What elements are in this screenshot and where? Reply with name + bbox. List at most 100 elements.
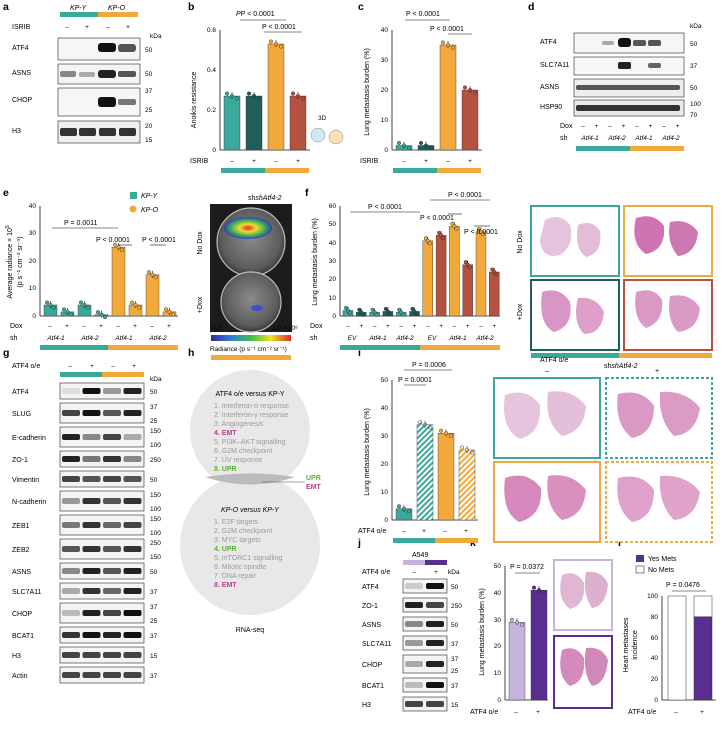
band [62,410,80,416]
panel-label-a: a [3,1,9,13]
dox-label: Dox [560,123,573,130]
marker: 100 [150,530,161,537]
sh-item: Atf4-2 [661,135,680,142]
y-axis-label: incidence [632,630,639,660]
p-value-text: P < 0.0001 [406,11,440,18]
p-value-text: P < 0.0001 [368,204,402,211]
data-point [361,312,366,317]
data-point [62,307,67,312]
kda-label: kDa [150,376,162,383]
group-bar-kpy [531,353,619,358]
band [82,434,101,440]
p-value: PP < 0.0001 [236,11,275,18]
bar [245,95,263,151]
band [405,661,423,667]
band [62,652,80,658]
legend-swatch-yes [636,555,644,562]
y-tick-label: 10 [381,117,389,124]
scale-max: 1.0 [272,325,281,332]
data-point [429,145,434,150]
data-point [112,242,117,247]
bottom-label: shshAtf4-2 [604,363,638,370]
sh-item: Atf4-1 [448,335,467,342]
blot [402,696,448,712]
sign: + [99,323,103,330]
band [98,70,116,78]
panel-j: A549 ATF4 o/e – + kDa ATF4 50 ZO-1 250 ASNS 5… [362,552,462,712]
scale-min: 0.2 [212,325,221,332]
bar [449,225,460,317]
tissue [504,475,542,522]
band [99,128,116,136]
band [103,672,121,678]
data-point [170,312,175,317]
blot-label: ATF4 [12,45,29,52]
data-point [129,300,134,305]
band [426,701,444,707]
dox-label: Dox [310,323,323,330]
tissue [659,475,700,520]
blot [59,470,145,488]
y-tick-label: 40 [381,405,389,412]
group-bar-kpo [630,146,684,151]
marker: 25 [150,618,158,625]
y-tick-label: 30 [329,258,337,265]
data-point [374,312,379,317]
y-tick-label: 0.4 [207,67,216,74]
blot-label: ZO-1 [12,457,28,464]
band [103,410,121,416]
venn-item: 5. mTORC1 signalling [214,555,282,562]
panel-e: KP-Y KP-O Average radiance × 105 (p s⁻¹ … [5,192,298,360]
marker: 100 [690,101,701,108]
p-value-text: P = 0.0001 [398,377,432,384]
venn-item: 3. MYC targets [214,537,261,544]
y-ticks: 0 0.2 0.4 0.6 [207,27,216,154]
band [118,99,136,105]
img-minus: – [545,368,549,375]
luminescence-signal [251,305,263,311]
band [82,456,101,462]
bar [145,274,160,317]
panel-label-c: c [358,1,364,13]
band [576,105,680,111]
marker: 37 [145,88,153,95]
blot-label: ASNS [540,84,559,91]
tissue [617,476,654,522]
band [62,456,80,462]
band [426,602,444,608]
data-point [520,622,525,627]
band [62,388,80,394]
sign: + [296,158,300,165]
y-tick-label: 0.6 [207,27,216,34]
data-point [428,425,433,430]
y-tick-label: 30 [494,617,502,624]
band [426,640,444,646]
dish-plus-dox [220,271,282,333]
group-bar-kpo [98,12,138,17]
plus-dox-label: +Dox [517,303,524,320]
sign: + [464,528,468,535]
sh-item: Atf4-1 [46,335,65,342]
band [82,388,101,394]
data-point [460,445,465,450]
marker: 50 [690,85,698,92]
tissue [659,391,700,436]
data-point [542,590,547,595]
data-point [274,42,279,47]
group-bar-kpy [576,146,630,151]
sign: – [514,709,518,716]
band [79,128,96,136]
x-row-label: ISRIB [190,158,209,165]
band [103,610,121,616]
marker: 50 [451,622,459,629]
band [60,71,76,77]
data-point [296,93,301,98]
p-value-text: P < 0.0001 [96,237,130,244]
y-axis-unit: (p s⁻¹ cm⁻² sr⁻¹) [17,236,24,287]
band [123,610,142,616]
panel-a: KP-Y KP-O ISRIB – + – + kDa ATF4 50 ASNS… [12,5,162,144]
tissue-sections [540,216,700,334]
sign: + [492,323,496,330]
y-tick-label: 10 [329,295,337,302]
legend-swatch-kpo [129,205,137,213]
